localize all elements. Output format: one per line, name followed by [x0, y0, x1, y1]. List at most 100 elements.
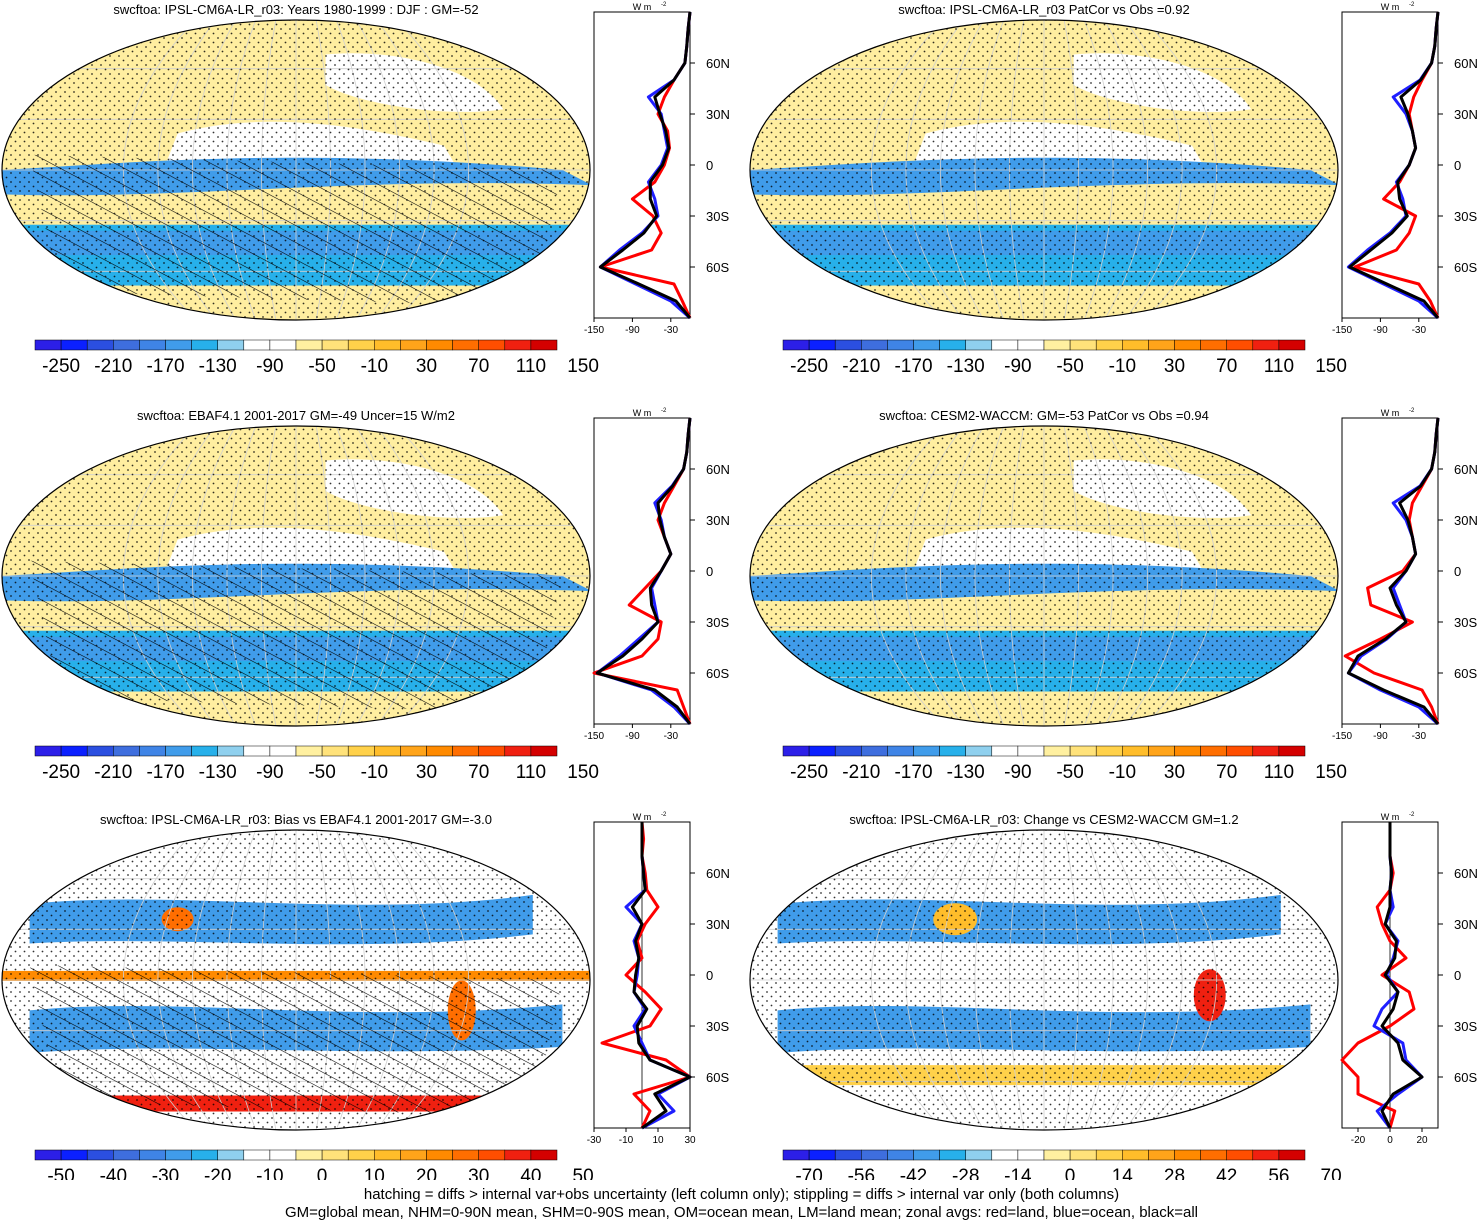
zonal-lat-label: 60S — [706, 666, 729, 681]
colorbar-swatch — [782, 339, 810, 351]
zonal-lat-label: 30S — [1454, 209, 1477, 224]
zonal-frame — [593, 417, 691, 725]
colorbar-swatch — [808, 339, 836, 351]
panel-title: swcftoa: IPSL-CM6A-LR_r03: Years 1980-19… — [113, 2, 478, 17]
colorbar-swatch — [374, 745, 401, 757]
colorbar-tick-label: -250 — [42, 356, 80, 377]
colorbar-tick-label: -50 — [1056, 356, 1083, 377]
colorbar-swatch — [113, 745, 140, 757]
zonal-x-label: -150 — [1332, 731, 1352, 742]
colorbar-tick-label: 50 — [573, 1166, 594, 1180]
colorbar-swatch — [1278, 1149, 1306, 1161]
colorbar-tick-label: -10 — [361, 762, 388, 783]
colorbar-swatch — [1200, 339, 1227, 351]
colorbar-tick-label: -90 — [256, 356, 283, 377]
footer-line-1: hatching = diffs > internal var+obs unce… — [363, 1186, 1120, 1203]
map-outline — [1, 425, 591, 727]
zonal-lat-label: 30N — [1454, 107, 1478, 122]
colorbar-tick-label: -90 — [1004, 762, 1031, 783]
map-field — [750, 20, 1338, 320]
colorbar-swatch — [269, 1149, 297, 1161]
zonal-lat-label: 60N — [706, 462, 730, 477]
colorbar-swatch — [1095, 745, 1123, 757]
colorbar-swatch — [939, 1149, 966, 1161]
colorbar-tick-label: 150 — [1315, 356, 1347, 377]
zonal-lat-label: 30S — [1454, 1019, 1477, 1034]
colorbar-swatch — [913, 745, 940, 757]
map-outline — [749, 425, 1339, 727]
colorbar-swatch — [452, 1149, 479, 1161]
zonal-unit-label: W m — [633, 812, 652, 822]
zonal-lat-label: 30S — [1454, 615, 1477, 630]
colorbar-swatch — [321, 745, 349, 757]
panel-title: swcftoa: IPSL-CM6A-LR_r03: Bias vs EBAF4… — [100, 812, 492, 827]
colorbar-swatch — [217, 745, 245, 757]
colorbar-swatch — [217, 1149, 245, 1161]
colorbar-tick-label: -28 — [952, 1166, 979, 1180]
zonal-unit-label: W m — [1381, 408, 1400, 418]
colorbar-swatch — [400, 339, 427, 351]
map-field — [2, 426, 590, 726]
colorbar-tick-label: 30 — [468, 1166, 489, 1180]
colorbar-swatch — [60, 745, 88, 757]
zonal-line-land — [592, 417, 692, 725]
panel-title: swcftoa: EBAF4.1 2001-2017 GM=-49 Uncer=… — [137, 408, 455, 423]
colorbar-swatch — [1200, 745, 1227, 757]
colorbar-tick-label: -10 — [1109, 356, 1136, 377]
colorbar-swatch — [1174, 339, 1201, 351]
zonal-x-label: -150 — [584, 731, 604, 742]
zonal-x-label: -150 — [1332, 325, 1352, 336]
zonal-lat-label: 60S — [706, 260, 729, 275]
zonal-unit-label: W m — [633, 408, 652, 418]
colorbar-tick-label: 30 — [1164, 762, 1185, 783]
zonal-unit-superscript: -2 — [661, 812, 667, 818]
zonal-line-all — [630, 822, 692, 1130]
colorbar-tick-label: 150 — [567, 762, 599, 783]
colorbar-tick-label: -130 — [199, 762, 237, 783]
colorbar-tick-label: -210 — [842, 356, 880, 377]
colorbar-tick-label: 110 — [1264, 356, 1294, 377]
map-outline — [1, 829, 591, 1131]
colorbar-swatch — [295, 339, 323, 351]
colorbar-tick-label: -90 — [256, 762, 283, 783]
colorbar-swatch — [1252, 745, 1280, 757]
colorbar-swatch — [1174, 1149, 1201, 1161]
colorbar-swatch — [400, 745, 427, 757]
zonal-unit-label: W m — [633, 2, 652, 12]
colorbar-swatch — [808, 1149, 836, 1161]
colorbar-swatch — [347, 745, 375, 757]
colorbar-swatch — [504, 745, 532, 757]
zonal-x-label: -30 — [587, 1135, 602, 1146]
colorbar-swatch — [191, 745, 218, 757]
colorbar-swatch — [217, 339, 245, 351]
zonal-line-land — [1340, 822, 1416, 1129]
zonal-plot: 60N 30N 0 30S 60S -150 -90 -30 W m -2 — [584, 2, 730, 336]
colorbar-swatch — [504, 339, 532, 351]
colorbar-swatch — [991, 745, 1019, 757]
colorbar-tick-label: -130 — [199, 356, 237, 377]
colorbar-swatch — [86, 745, 114, 757]
colorbar-swatch — [504, 1149, 532, 1161]
zonal-line-all — [1346, 417, 1440, 725]
zonal-line-all — [1348, 11, 1440, 319]
zonal-lat-label: 30S — [706, 615, 729, 630]
zonal-plot: 60N 30N 0 30S 60S -150 -90 -30 W m -2 — [1332, 2, 1478, 336]
colorbar-tick-label: -130 — [947, 356, 985, 377]
colorbar-swatch — [1017, 745, 1045, 757]
colorbar-tick-label: 110 — [1264, 762, 1294, 783]
zonal-plot: 60N 30N 0 30S 60S -150 -90 -30 W m -2 — [584, 408, 730, 742]
colorbar-tick-label: -170 — [894, 356, 932, 377]
panel-title: swcftoa: CESM2-WACCM: GM=-53 PatCor vs O… — [879, 408, 1209, 423]
colorbar-tick-label: -50 — [308, 762, 335, 783]
colorbar-swatch — [887, 1149, 914, 1161]
colorbar-swatch — [139, 1149, 166, 1161]
colorbar-swatch — [887, 745, 914, 757]
zonal-lat-label: 60N — [1454, 866, 1478, 881]
zonal-lat-label: 60S — [1454, 260, 1477, 275]
zonal-lat-label: 60S — [1454, 666, 1477, 681]
colorbar-tick-label: -210 — [94, 762, 132, 783]
colorbar-swatch — [34, 745, 62, 757]
colorbar-swatch — [321, 339, 349, 351]
zonal-x-label: -30 — [1412, 325, 1427, 336]
colorbar-swatch — [1148, 339, 1175, 351]
